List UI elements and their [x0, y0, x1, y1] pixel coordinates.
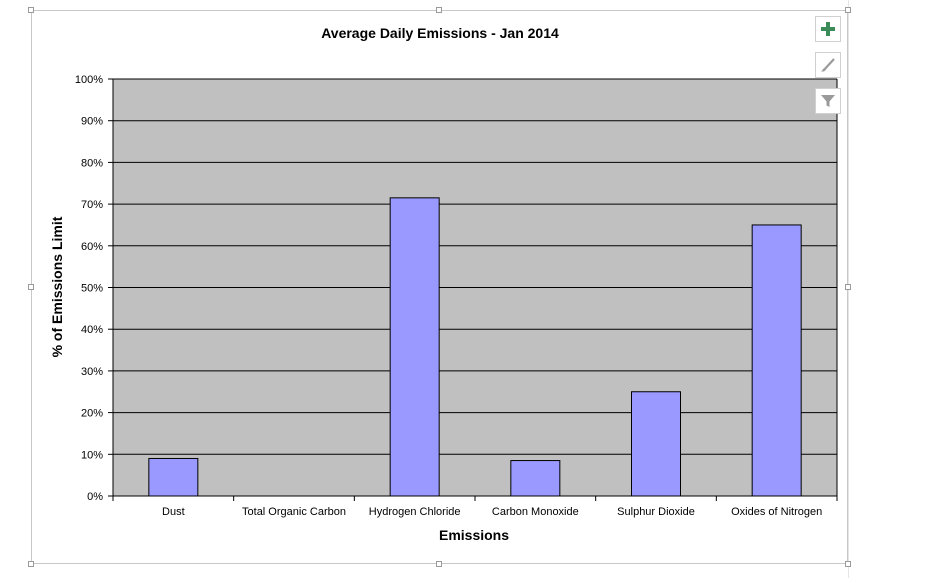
- y-tick-label: 70%: [81, 199, 103, 211]
- resize-handle-middle-right[interactable]: [845, 284, 851, 290]
- y-tick-label: 60%: [81, 241, 103, 253]
- x-tick-labels: Dust Total Organic Carbon Hydrogen Chlorid…: [162, 506, 822, 518]
- y-tick-label: 90%: [81, 116, 103, 128]
- chart-area[interactable]: Average Daily Emissions - Jan 2014 0% 10%…: [31, 10, 848, 564]
- y-tick-label: 30%: [81, 366, 103, 378]
- chart-title: Average Daily Emissions - Jan 2014: [321, 25, 559, 41]
- y-tick-labels: 0% 10% 20% 30% 40% 50% 60% 70% 80% 90% 100%: [75, 74, 103, 503]
- chart-filters-button[interactable]: [815, 88, 841, 114]
- y-tick-label: 20%: [81, 408, 103, 420]
- gridlines: [113, 78, 837, 455]
- resize-handle-bottom-left[interactable]: [28, 561, 34, 567]
- x-axis-label: Emissions: [439, 527, 509, 543]
- filter-icon: [821, 95, 835, 107]
- bars: [148, 197, 802, 497]
- axes: [108, 78, 838, 501]
- y-tick-label: 40%: [81, 324, 103, 336]
- chart-styles-button[interactable]: [815, 52, 841, 78]
- y-tick-label: 50%: [81, 283, 103, 295]
- plus-icon: [821, 22, 835, 36]
- bar[interactable]: [751, 224, 802, 497]
- resize-handle-bottom-center[interactable]: [436, 561, 442, 567]
- y-tick-label: 80%: [81, 157, 103, 169]
- chart-canvas: Average Daily Emissions - Jan 2014 0% 10%…: [49, 25, 838, 543]
- x-tick-label: Carbon Monoxide: [492, 506, 579, 518]
- bar[interactable]: [631, 391, 681, 497]
- resize-handle-middle-left[interactable]: [28, 284, 34, 290]
- chart-elements-button[interactable]: [815, 16, 841, 42]
- brush-icon: [821, 58, 835, 72]
- resize-handle-bottom-right[interactable]: [845, 561, 851, 567]
- y-tick-label: 100%: [75, 74, 103, 86]
- resize-handle-top-center[interactable]: [436, 7, 442, 13]
- bar[interactable]: [510, 460, 561, 497]
- x-tick-label: Total Organic Carbon: [242, 506, 346, 518]
- x-tick-label: Dust: [162, 506, 185, 518]
- bar[interactable]: [389, 197, 440, 497]
- y-axis-label: % of Emissions Limit: [49, 216, 65, 357]
- x-tick-label: Oxides of Nitrogen: [731, 506, 822, 518]
- worksheet-area: [848, 0, 940, 578]
- bar[interactable]: [148, 457, 199, 497]
- y-tick-label: 10%: [81, 449, 103, 461]
- resize-handle-top-right[interactable]: [845, 7, 851, 13]
- resize-handle-top-left[interactable]: [28, 7, 34, 13]
- x-tick-label: Hydrogen Chloride: [369, 506, 461, 518]
- x-tick-label: Sulphur Dioxide: [617, 506, 695, 518]
- y-tick-label: 0%: [87, 491, 103, 503]
